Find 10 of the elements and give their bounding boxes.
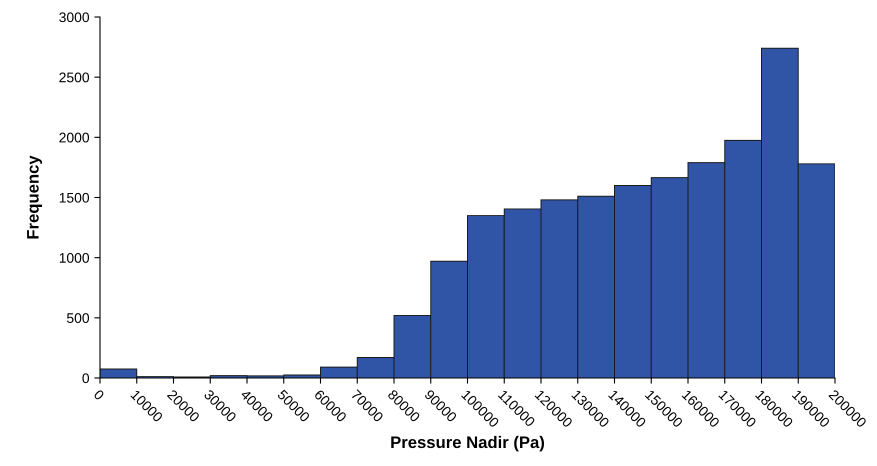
y-tick-label: 2000 [59, 132, 90, 143]
x-tick-label: 0 [93, 389, 105, 401]
x-axis-title: Pressure Nadir (Pa) [391, 436, 544, 452]
y-tick-label: 3000 [59, 12, 90, 22]
y-tick-label: 1000 [60, 253, 90, 263]
y-tick-label: 500 [66, 313, 90, 324]
y-axis-title: Frequency [27, 155, 42, 239]
y-tick-label: 1500 [60, 192, 90, 203]
y-tick-label: 2500 [59, 72, 90, 82]
y-tick-label: 0 [82, 373, 90, 384]
